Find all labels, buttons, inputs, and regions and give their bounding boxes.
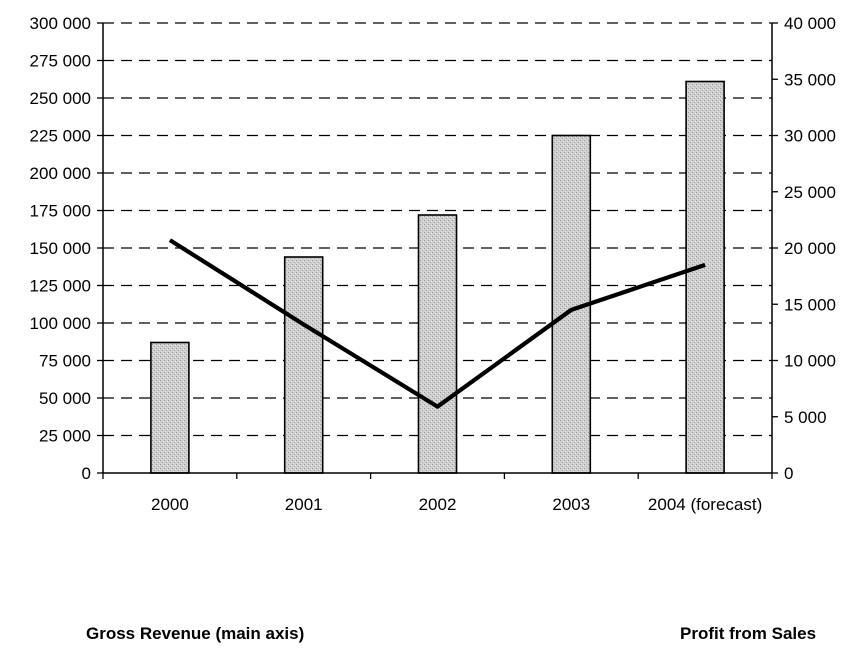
left-tick-label: 275 000 [30,52,91,71]
right-tick-label: 20 000 [784,239,836,258]
left-tick-label: 125 000 [30,277,91,296]
bar-2004 [685,80,725,474]
right-tick-label: 15 000 [784,295,836,314]
right-tick-label: 30 000 [784,127,836,146]
x-tick-label: 2000 [151,495,189,514]
chart: 0 25 000 50 000 75 000 100 000 125 000 150 000… [30,14,836,514]
left-tick-label: 200 000 [30,164,91,183]
left-tick-label: 150 000 [30,239,91,258]
left-axis-tick-labels: 0 25 000 50 000 75 000 100 000 125 000 150 000… [30,14,91,483]
right-tick-label: 35 000 [784,70,836,89]
left-tick-label: 300 000 [30,14,91,33]
x-tick-label: 2003 [552,495,590,514]
left-tick-label: 250 000 [30,89,91,108]
x-tick-label: 2002 [419,495,457,514]
left-tick-label: 25 000 [39,427,91,446]
legend-label-profit: Profit from Sales [680,624,817,643]
x-tick-label: 2001 [285,495,323,514]
right-axis-tick-labels: 0 5 000 10 000 15 000 20 000 25 000 30 000 35 0… [784,14,836,483]
right-tick-label: 40 000 [784,14,836,33]
right-tick-label: 25 000 [784,183,836,202]
left-tick-label: 225 000 [30,127,91,146]
right-tick-label: 10 000 [784,352,836,371]
x-tick-label: 2004 (forecast) [648,495,762,514]
axes [97,22,778,479]
legend-label-gross-revenue: Gross Revenue (main axis) [86,624,305,643]
left-tick-label: 175 000 [30,202,91,221]
left-tick-label: 75 000 [39,352,91,371]
bar-2001 [283,256,324,474]
bar-2000 [150,341,190,474]
x-axis-tick-labels: 2000 2001 2002 2003 2004 (forecast) [151,495,762,514]
left-tick-label: 100 000 [30,314,91,333]
line-series-profit [168,238,706,409]
left-tick-label: 0 [82,464,91,483]
right-tick-label: 0 [784,464,793,483]
bar-series-gross-revenue [150,80,725,474]
left-tick-label: 50 000 [39,389,91,408]
right-tick-label: 5 000 [784,408,827,427]
bar-2002 [417,214,458,474]
